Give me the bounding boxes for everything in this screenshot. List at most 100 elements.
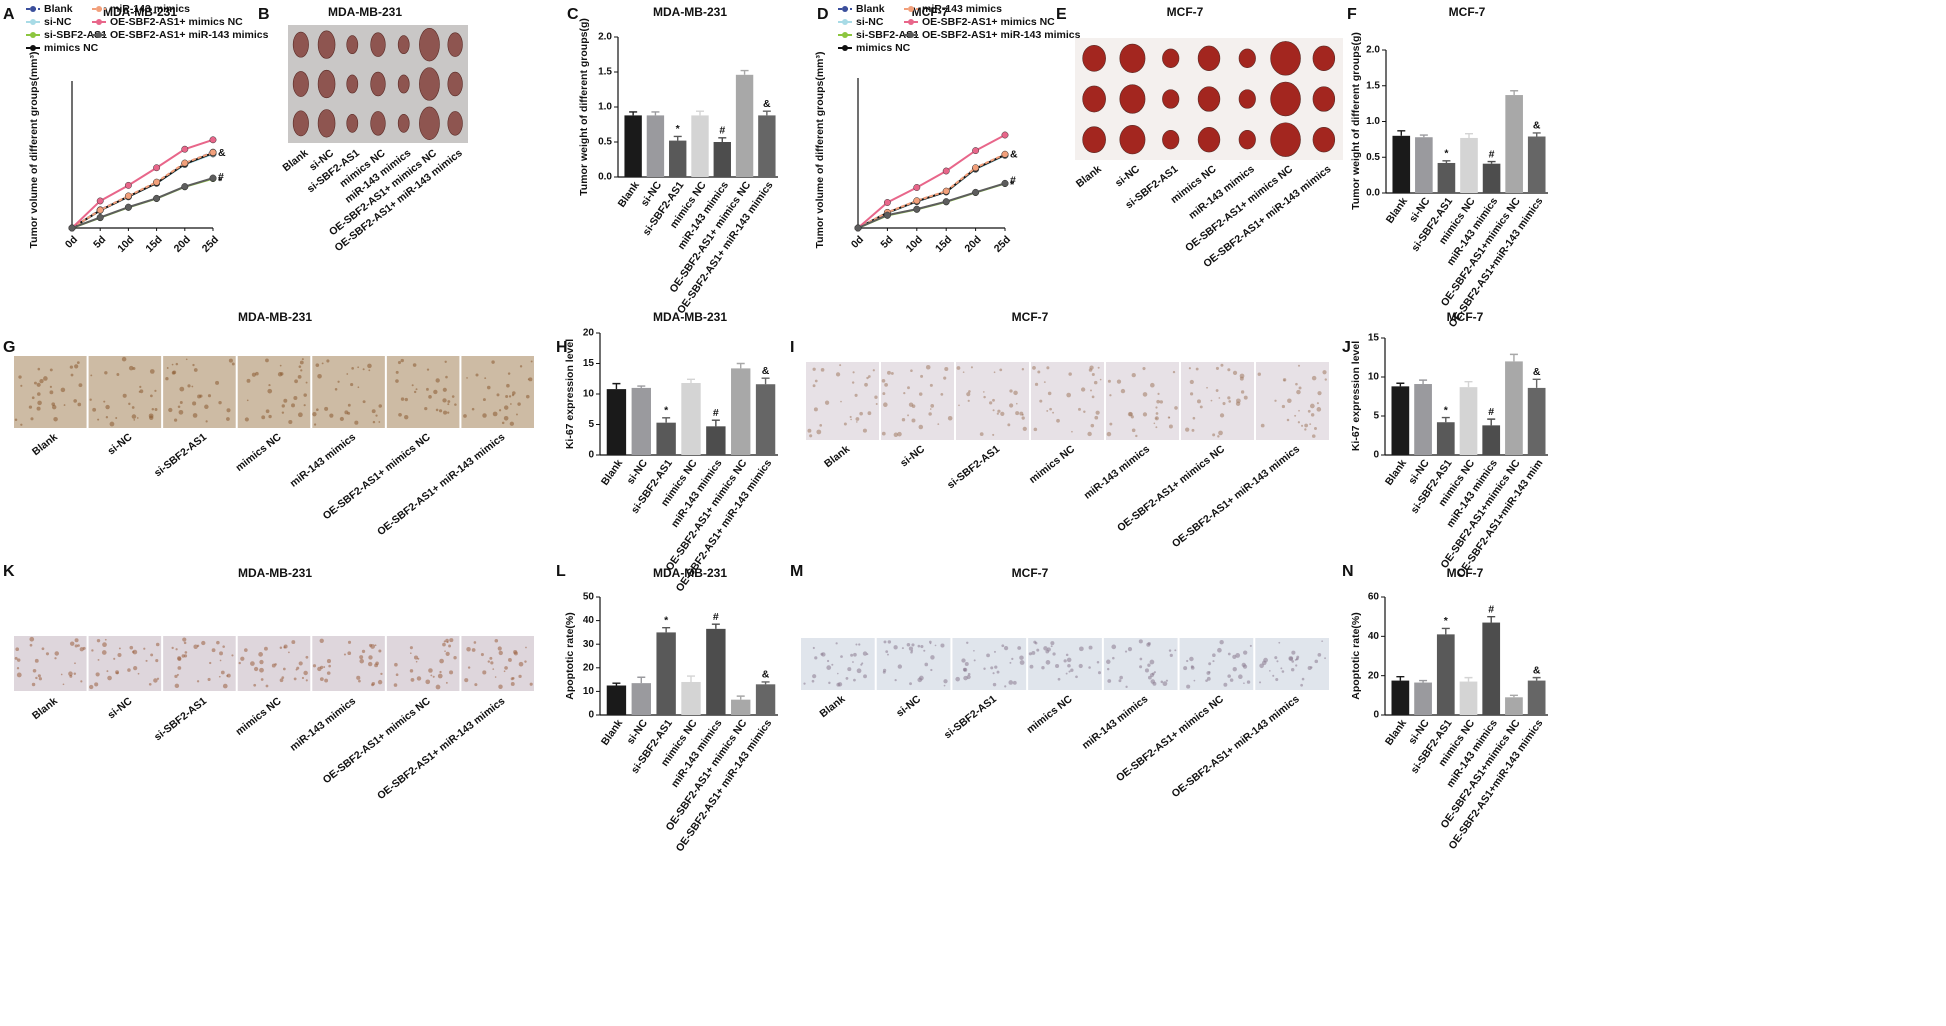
cell (150, 394, 153, 398)
cell (807, 428, 812, 433)
cell (890, 371, 894, 375)
series-line (71, 152, 214, 229)
cell (191, 385, 194, 388)
cell (265, 684, 269, 688)
cell (1311, 375, 1317, 381)
cell (955, 676, 960, 682)
cell (1169, 653, 1173, 657)
image-label: si-SBF2-AS1 (942, 693, 999, 741)
cell (321, 362, 324, 365)
cell (1066, 392, 1072, 398)
cell (1033, 427, 1038, 432)
cell (510, 682, 515, 686)
cell (1015, 402, 1018, 405)
cell (105, 416, 109, 419)
y-tick-label: 10 (583, 686, 595, 697)
cell (328, 664, 331, 668)
cell (1118, 679, 1122, 683)
cell (1310, 413, 1315, 417)
cell (449, 638, 454, 643)
cell (970, 366, 973, 369)
cell (1165, 679, 1169, 682)
cell (97, 418, 100, 421)
tumor (447, 111, 463, 136)
tumor (346, 74, 359, 94)
cell (940, 392, 944, 396)
cell (1019, 655, 1024, 660)
cell (1295, 657, 1299, 661)
error-bar (651, 111, 660, 116)
cell (1107, 679, 1112, 683)
cell (1017, 646, 1022, 650)
cell (73, 672, 77, 676)
cell (1172, 370, 1176, 374)
cell (1301, 677, 1305, 681)
cell (102, 642, 107, 648)
cell (503, 405, 509, 410)
cell (52, 404, 57, 410)
cell (496, 393, 500, 397)
cell (1174, 649, 1177, 652)
cell (359, 655, 364, 660)
cell (944, 366, 949, 371)
x-tick-label: 10d (904, 234, 925, 255)
cell (1009, 403, 1014, 408)
cell (377, 679, 383, 685)
cell (1304, 423, 1308, 428)
cell (901, 647, 904, 650)
cell (1272, 674, 1275, 677)
cell (992, 682, 997, 687)
cell (34, 658, 39, 663)
cell (1290, 668, 1295, 672)
cell (831, 663, 834, 666)
cell (1007, 423, 1011, 427)
cell (1274, 656, 1278, 660)
cell (992, 672, 995, 675)
cell (128, 365, 134, 371)
cell (1212, 660, 1215, 663)
cell (883, 402, 888, 407)
cell (207, 677, 211, 682)
cell (374, 644, 377, 647)
legend-label: Blank (856, 3, 885, 15)
cell (264, 646, 268, 651)
cell (1070, 668, 1074, 672)
cell (1065, 653, 1069, 657)
cell (508, 395, 512, 398)
cell (410, 652, 412, 655)
x-tick-label: 0d (849, 234, 866, 251)
cell (368, 655, 373, 660)
cell (281, 404, 285, 408)
cell (1125, 685, 1128, 688)
panel-letter: L (556, 563, 566, 580)
cell (1238, 674, 1243, 680)
cell (856, 421, 858, 423)
x-tick-label: 20d (962, 234, 983, 255)
image-label: OE-SBF2-AS1+ miR-143 mimics (375, 431, 507, 538)
cell (16, 658, 21, 662)
cell (76, 361, 80, 365)
cell (150, 653, 154, 657)
cell (192, 401, 197, 406)
cell (74, 638, 79, 643)
cell (858, 643, 861, 646)
cell (148, 413, 154, 419)
tumor (1270, 81, 1301, 117)
error-bar (1532, 676, 1541, 681)
cell (1188, 367, 1191, 370)
error-bar (711, 419, 720, 427)
bar (681, 681, 701, 715)
cell (347, 640, 352, 644)
cell (973, 659, 976, 662)
cell (62, 683, 65, 686)
cell (990, 666, 994, 670)
tumor (1197, 45, 1221, 71)
cell (20, 423, 23, 426)
cell (881, 431, 886, 436)
image-label: Blank (30, 695, 60, 722)
cell (1300, 683, 1303, 687)
cell (1295, 382, 1298, 386)
cell (299, 360, 304, 365)
bar (1436, 422, 1455, 455)
cell (356, 675, 361, 680)
